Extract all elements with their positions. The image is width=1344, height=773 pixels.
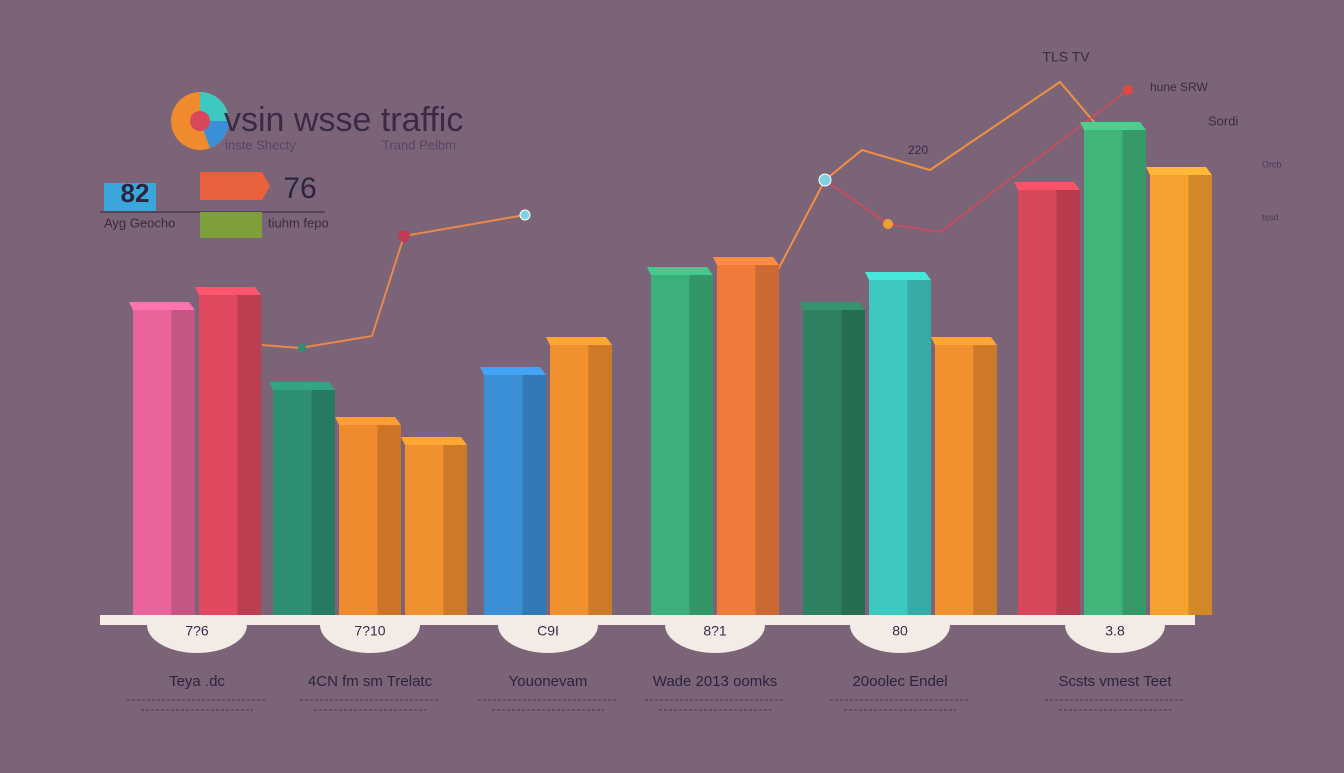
- badge-label: 7?6: [185, 623, 209, 639]
- bar-side: [311, 390, 335, 615]
- bar-side: [171, 310, 195, 615]
- badge: [1065, 625, 1165, 653]
- bar-side: [522, 375, 546, 615]
- bar-top: [647, 267, 713, 275]
- badge: [147, 625, 247, 653]
- bar-side: [689, 275, 713, 615]
- bar-top: [713, 257, 779, 265]
- bar-top: [1080, 122, 1146, 130]
- bar-side: [237, 295, 261, 615]
- subtitle: inste Shecty: [225, 137, 296, 152]
- bar-top: [931, 337, 997, 345]
- baseline-shelf: [100, 615, 1195, 625]
- x-tick-label: Scsts vmest Teet: [1058, 673, 1172, 690]
- bar-top: [865, 272, 931, 280]
- bar-top: [546, 337, 612, 345]
- bar-side: [1056, 190, 1080, 615]
- bar-side: [443, 445, 467, 615]
- bar-side: [841, 310, 865, 615]
- bar-side: [973, 345, 997, 615]
- bar-top: [799, 302, 865, 310]
- trend-lines: [261, 80, 1129, 350]
- bar-side: [907, 280, 931, 615]
- badge-label: 7?10: [354, 623, 385, 639]
- bar-top: [401, 437, 467, 445]
- badge: [665, 625, 765, 653]
- badge-label: 8?1: [703, 623, 727, 639]
- badge: [320, 625, 420, 653]
- bar-side: [1188, 175, 1212, 615]
- bar-side: [377, 425, 401, 615]
- subtitle: Trand Pelbm: [382, 137, 456, 152]
- logo: [171, 92, 229, 150]
- badge-label: 3.8: [1105, 623, 1125, 639]
- bar-side: [588, 345, 612, 615]
- bar-side: [1122, 130, 1146, 615]
- bar-top: [129, 302, 195, 310]
- bar-top: [480, 367, 546, 375]
- bar-top: [269, 382, 335, 390]
- annotation: tssd: [1262, 212, 1279, 222]
- badge: [850, 625, 950, 653]
- x-tick-label: 20oolec Endel: [852, 673, 947, 690]
- kpi-chip: [200, 212, 262, 238]
- x-tick-label: Youonevam: [509, 673, 588, 690]
- bar-top: [195, 287, 261, 295]
- kpi-chip: [200, 172, 270, 200]
- x-tick-label: 4CN fm sm Trelatc: [308, 673, 433, 690]
- annotation: 220: [908, 143, 928, 157]
- annotation: hune SRW: [1150, 80, 1208, 94]
- badge-label: 80: [892, 623, 908, 639]
- badge-label: C9I: [537, 623, 559, 639]
- annotation: Orcb: [1262, 159, 1282, 169]
- kpi-label: Ayg Geocho: [104, 215, 175, 230]
- badge: [498, 625, 598, 653]
- trend-points: [298, 85, 1133, 352]
- bar-top: [1146, 167, 1212, 175]
- annotation: TLS TV: [1042, 49, 1090, 65]
- bar-top: [335, 417, 401, 425]
- bar-side: [755, 265, 779, 615]
- x-tick-label: Teya .dc: [169, 673, 225, 690]
- kpi-label: tiuhm fepo: [268, 215, 329, 230]
- kpi-chip: [104, 183, 156, 211]
- annotation: Sordi: [1208, 113, 1238, 128]
- chart-title: vsin wsse traffic: [224, 101, 463, 139]
- kpi-value: 82: [121, 178, 150, 208]
- bar-top: [1014, 182, 1080, 190]
- x-tick-label: Wade 2013 oomks: [653, 673, 778, 690]
- kpi-value: 76: [283, 172, 316, 205]
